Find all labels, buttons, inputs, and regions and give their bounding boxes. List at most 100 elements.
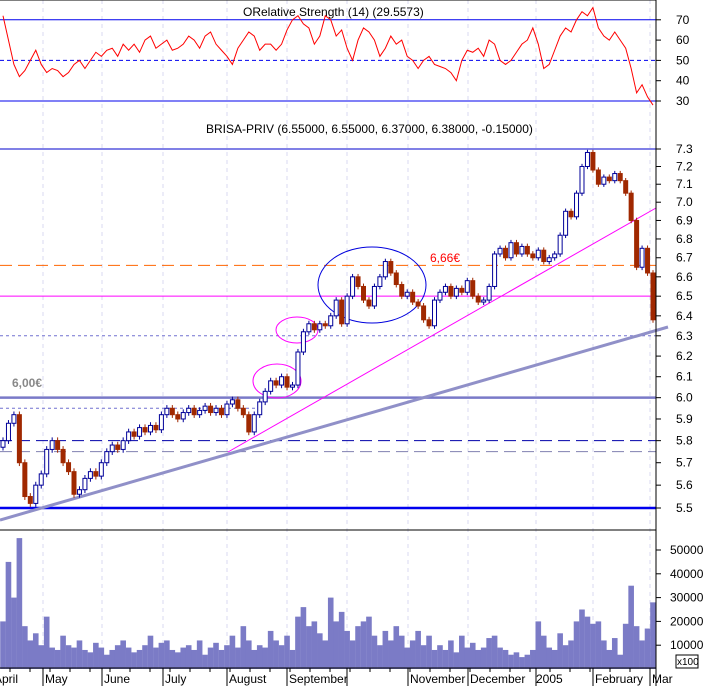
volume-bar (333, 621, 339, 669)
volume-bar (398, 635, 405, 669)
candle-body (180, 412, 186, 420)
candle-body (530, 253, 536, 259)
volume-bar (420, 645, 427, 669)
candle-body (218, 407, 224, 416)
volume-bar (360, 621, 367, 669)
candle-body (371, 285, 377, 307)
volume-bar (606, 649, 613, 669)
candle-body (584, 151, 590, 167)
volume-bar (98, 647, 105, 669)
annotation-6-66: 6,66€ (430, 251, 460, 265)
month-label: July (165, 672, 186, 686)
volume-bar (38, 645, 45, 669)
candle-body (33, 484, 39, 504)
volume-bar (207, 647, 214, 669)
volume-bar (218, 649, 225, 669)
candle-body (328, 315, 334, 327)
candle-body (388, 261, 394, 274)
candle-body (519, 245, 525, 255)
candle-body (257, 401, 263, 416)
volume-bar (650, 602, 656, 669)
volume-bar (431, 649, 438, 669)
volume-bar (109, 649, 116, 669)
volume-tick-label: 40000 (670, 567, 704, 581)
candle-body (49, 440, 55, 450)
volume-bar (568, 640, 574, 669)
candle-body (590, 151, 596, 171)
support-trendline (0, 325, 669, 522)
candle-body (437, 291, 443, 301)
volume-bar (486, 638, 492, 669)
candle-body (415, 301, 421, 307)
candle-body (486, 285, 492, 301)
volume-bar (147, 635, 154, 669)
month-label: August (229, 672, 267, 686)
candle-body (142, 427, 148, 433)
volume-bar (5, 561, 12, 669)
candle-body (164, 407, 170, 416)
volume-bar (584, 616, 591, 669)
candle-body (289, 384, 295, 388)
candle-body (448, 285, 454, 297)
volume-bar (136, 649, 143, 669)
candle-body (175, 414, 181, 420)
volume-bar (49, 647, 55, 669)
volume-bar (240, 626, 247, 669)
volume-bar (327, 597, 334, 669)
volume-bar (245, 640, 252, 669)
candle-body (38, 473, 44, 486)
rsi-panel (0, 6, 656, 106)
volume-bar (71, 647, 77, 669)
volume-bar (114, 645, 121, 669)
volume-bar (393, 626, 400, 669)
volume-bar (65, 645, 72, 669)
volume-bar (180, 647, 187, 669)
month-label: September (289, 672, 348, 686)
candle-body (377, 276, 383, 287)
month-label: February (595, 672, 643, 686)
candle-body (563, 210, 569, 236)
rsi-tick-label: 60 (676, 33, 690, 47)
candle-body (322, 323, 328, 327)
price-tick-label: 6.4 (676, 309, 693, 323)
volume-bar (267, 630, 274, 669)
highlight-ellipse (317, 246, 427, 324)
volume-bar (235, 647, 241, 669)
candle-body (574, 192, 580, 218)
candle-body (612, 173, 618, 182)
candle-body (268, 380, 274, 392)
volume-bar (508, 654, 514, 669)
volume-bar (409, 640, 416, 669)
candle-body (535, 249, 541, 259)
volume-bar (11, 597, 17, 669)
candle-body (639, 247, 645, 268)
candle-body (426, 319, 432, 327)
candle-body (137, 427, 143, 437)
volume-bar (43, 616, 50, 669)
candle-body (300, 331, 306, 353)
candle-body (76, 489, 82, 495)
candle-body (66, 462, 72, 473)
volume-bar (513, 652, 520, 669)
volume-bar (76, 640, 83, 669)
candle-body (284, 376, 290, 388)
candle-body (650, 272, 656, 321)
volume-bar (579, 609, 585, 669)
volume-bar (224, 645, 230, 669)
candle-body (306, 323, 312, 333)
volume-bar (93, 642, 99, 669)
volume-bar (601, 640, 607, 669)
month-label: June (104, 672, 130, 686)
volume-bar (644, 628, 651, 669)
price-tick-label: 6.6 (676, 270, 693, 284)
volume-bar (371, 635, 378, 669)
volume-bar (251, 649, 258, 669)
candle-body (229, 399, 235, 405)
candle-body (492, 253, 498, 287)
candle-body (5, 422, 11, 442)
price-tick-label: 7.0 (676, 195, 693, 209)
volume-bar (120, 640, 126, 669)
volume-bar (32, 633, 39, 669)
candle-body (191, 407, 197, 416)
